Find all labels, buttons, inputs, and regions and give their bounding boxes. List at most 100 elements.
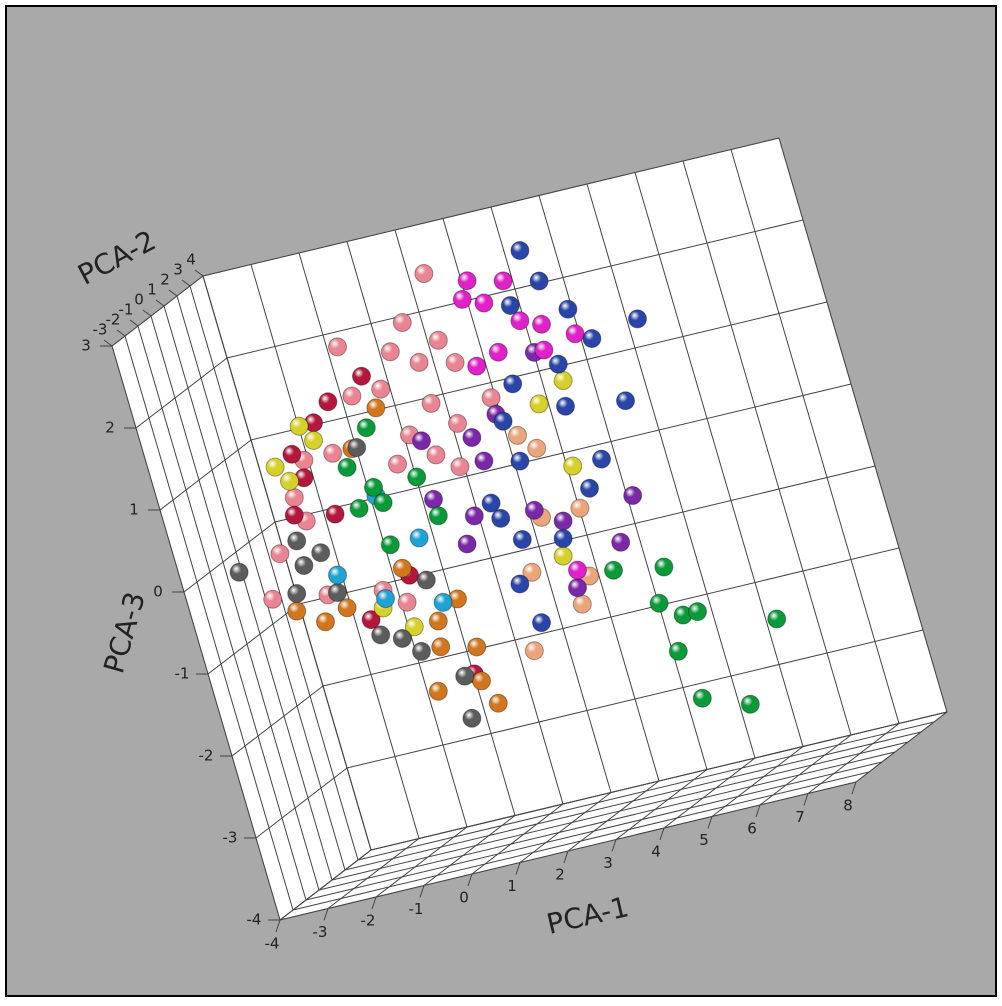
- data-point: [529, 394, 549, 414]
- tick-mark: [851, 781, 857, 795]
- data-point: [428, 506, 448, 526]
- tick-mark: [755, 804, 761, 818]
- data-point: [580, 478, 599, 498]
- data-point: [508, 425, 527, 445]
- grid-line: [231, 685, 324, 757]
- data-point: [318, 392, 338, 412]
- tick-mark: [659, 827, 665, 841]
- data-point: [380, 342, 400, 362]
- data-point: [352, 366, 371, 386]
- grid-line: [135, 357, 228, 429]
- data-point: [328, 583, 347, 603]
- data-point: [568, 560, 587, 580]
- tick-mark: [611, 839, 617, 852]
- data-point: [229, 562, 249, 582]
- data-point: [325, 504, 345, 524]
- tick-mark: [129, 319, 139, 327]
- data-point: [474, 293, 494, 313]
- data-point: [488, 693, 508, 713]
- data-point: [565, 324, 585, 344]
- grid-line: [226, 219, 804, 359]
- grid-line: [375, 826, 468, 898]
- data-point: [265, 457, 285, 477]
- grid-line: [682, 160, 852, 736]
- grid-line: [855, 711, 948, 783]
- data-point: [289, 416, 309, 436]
- data-point: [623, 486, 643, 505]
- data-point: [472, 671, 491, 691]
- x-tick-label: 0: [459, 889, 469, 907]
- data-point: [510, 574, 530, 594]
- data-point: [287, 531, 307, 551]
- data-point: [421, 393, 441, 413]
- grid-line: [318, 751, 896, 891]
- data-point: [428, 330, 448, 350]
- grid-line: [327, 838, 420, 909]
- data-point: [563, 456, 583, 476]
- tick-mark: [371, 896, 377, 910]
- grid-line: [807, 723, 900, 794]
- data-point: [553, 371, 573, 391]
- data-point: [462, 428, 482, 447]
- grid-line: [346, 629, 924, 769]
- data-point: [397, 592, 417, 612]
- grid-line: [730, 149, 900, 724]
- tick-mark: [467, 873, 473, 887]
- data-point: [426, 445, 446, 465]
- data-point: [337, 457, 357, 477]
- data-point: [548, 354, 568, 374]
- grid-line: [322, 547, 900, 687]
- grid-line: [471, 803, 564, 875]
- data-point: [455, 666, 475, 686]
- data-point: [294, 556, 314, 575]
- z-tick-label: -3: [223, 829, 238, 847]
- data-point: [323, 443, 343, 463]
- data-point: [376, 589, 395, 609]
- data-point: [457, 534, 477, 554]
- z-tick-label: -4: [247, 911, 262, 929]
- data-point: [462, 708, 482, 728]
- grid-line: [423, 815, 516, 886]
- z-tick-label: 1: [129, 501, 139, 519]
- data-point: [582, 329, 602, 349]
- data-point: [445, 353, 465, 373]
- data-point: [740, 694, 760, 714]
- y-tick-label: 1: [147, 281, 157, 299]
- tick-mark: [515, 862, 521, 875]
- grid-line: [331, 741, 909, 881]
- x-tick-label: 4: [651, 843, 661, 861]
- grid-line: [615, 769, 708, 840]
- grid-line: [250, 301, 828, 441]
- grid-line: [159, 439, 252, 511]
- z-tick-label: 0: [153, 583, 163, 601]
- data-point: [404, 617, 424, 637]
- data-point: [416, 570, 436, 590]
- grid-line: [279, 781, 857, 921]
- grid-line: [370, 711, 948, 851]
- data-point: [628, 309, 647, 329]
- data-point: [668, 641, 688, 661]
- data-point: [556, 396, 575, 416]
- grid-line: [124, 335, 294, 911]
- data-point: [349, 498, 369, 518]
- data-point: [474, 451, 494, 471]
- data-point: [409, 352, 429, 372]
- data-point: [510, 241, 530, 260]
- data-point: [388, 454, 407, 474]
- y-tick-label: 0: [134, 291, 144, 309]
- data-point: [534, 340, 554, 360]
- data-point: [481, 388, 501, 408]
- z-tick-label: 3: [81, 337, 91, 355]
- data-point: [284, 488, 304, 508]
- data-point: [371, 379, 391, 399]
- data-point: [270, 544, 290, 564]
- data-point: [280, 471, 299, 491]
- grid-line: [346, 241, 516, 816]
- grid-line: [634, 172, 804, 747]
- data-point: [304, 430, 323, 450]
- data-point: [532, 613, 551, 633]
- data-point: [412, 431, 431, 451]
- data-point: [452, 289, 472, 309]
- data-point: [491, 508, 511, 528]
- data-point: [287, 601, 307, 621]
